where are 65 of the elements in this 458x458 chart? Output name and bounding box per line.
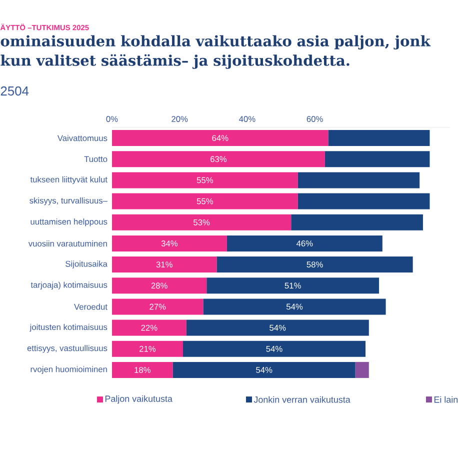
y-tick-label: uuttamisen helppous [30,218,108,226]
y-tick-label: Veroedut [74,304,108,310]
y-tick-label: tukseen liittyvät kulut [30,176,108,184]
chart-subtitle: 2504 [0,86,29,96]
y-tick-label: joitusten kotimaisuus [30,324,108,332]
bar [112,362,173,378]
data-label: 63% [210,156,227,162]
data-label: 54% [266,346,282,352]
bar [291,214,423,230]
bar [172,362,356,378]
x-tick-label: 60% [306,116,323,122]
y-tick-label: ettisyys, vastuullisuus [27,344,108,353]
x-tick-label: 0% [106,116,118,122]
y-tick-label: Tuotto [84,156,108,162]
y-tick-label: rvojen huomioiminen [30,366,107,374]
bar [112,214,292,230]
data-label: 64% [212,135,228,141]
data-label: 18% [134,366,150,373]
bar [203,298,386,315]
data-label: 28% [151,282,168,289]
bar [112,151,325,168]
bar [298,193,430,210]
data-label: 27% [150,304,166,310]
data-label: 22% [141,324,158,331]
bar [226,235,382,252]
data-label: 55% [196,177,214,184]
bar [112,256,217,273]
y-tick-label: Sijoitusaika [66,260,108,268]
legend-label: Paljon vaikutusta [105,395,172,404]
data-label: 53% [194,219,210,226]
bar [355,362,369,378]
data-label: 46% [296,240,313,246]
x-tick-label: 40% [239,116,256,122]
x-tick-label: 20% [172,116,188,122]
bar [112,340,183,357]
bar [216,256,413,273]
chart-title: ominaisuuden kohdalla vaikuttaako asia paljon, jonk kun valitset säästämis– ja sijoituskohdetta. [0,35,431,69]
bar [112,235,227,252]
y-tick-label: skisyys, turvallisuus– [30,197,108,206]
data-label: 54% [286,304,303,310]
data-label: 51% [284,282,301,289]
bar [186,320,369,336]
data-label: 54% [256,367,272,373]
bar [112,193,298,210]
data-label: 55% [196,198,214,204]
data-label: 34% [161,240,178,246]
data-label: 21% [140,346,156,352]
bar [112,278,207,294]
legend-label: Ei lain [434,396,458,403]
bar [112,298,204,315]
bar [182,340,366,357]
bar [112,320,186,336]
bar [112,130,328,146]
y-tick-label: vuosiin varautuminen [28,240,107,247]
data-label: 58% [306,262,323,268]
bar [324,151,430,168]
y-tick-label: tarjoaja) kotimaisuus [30,282,108,290]
bar [206,278,380,294]
y-tick-label: Vaivattomuus [57,134,108,142]
bar [328,130,430,146]
bar [112,172,298,188]
data-label: 54% [270,324,286,331]
data-label: 31% [156,262,172,268]
bar [298,172,420,188]
legend-label: Jonkin verran vaikutusta [254,396,350,403]
